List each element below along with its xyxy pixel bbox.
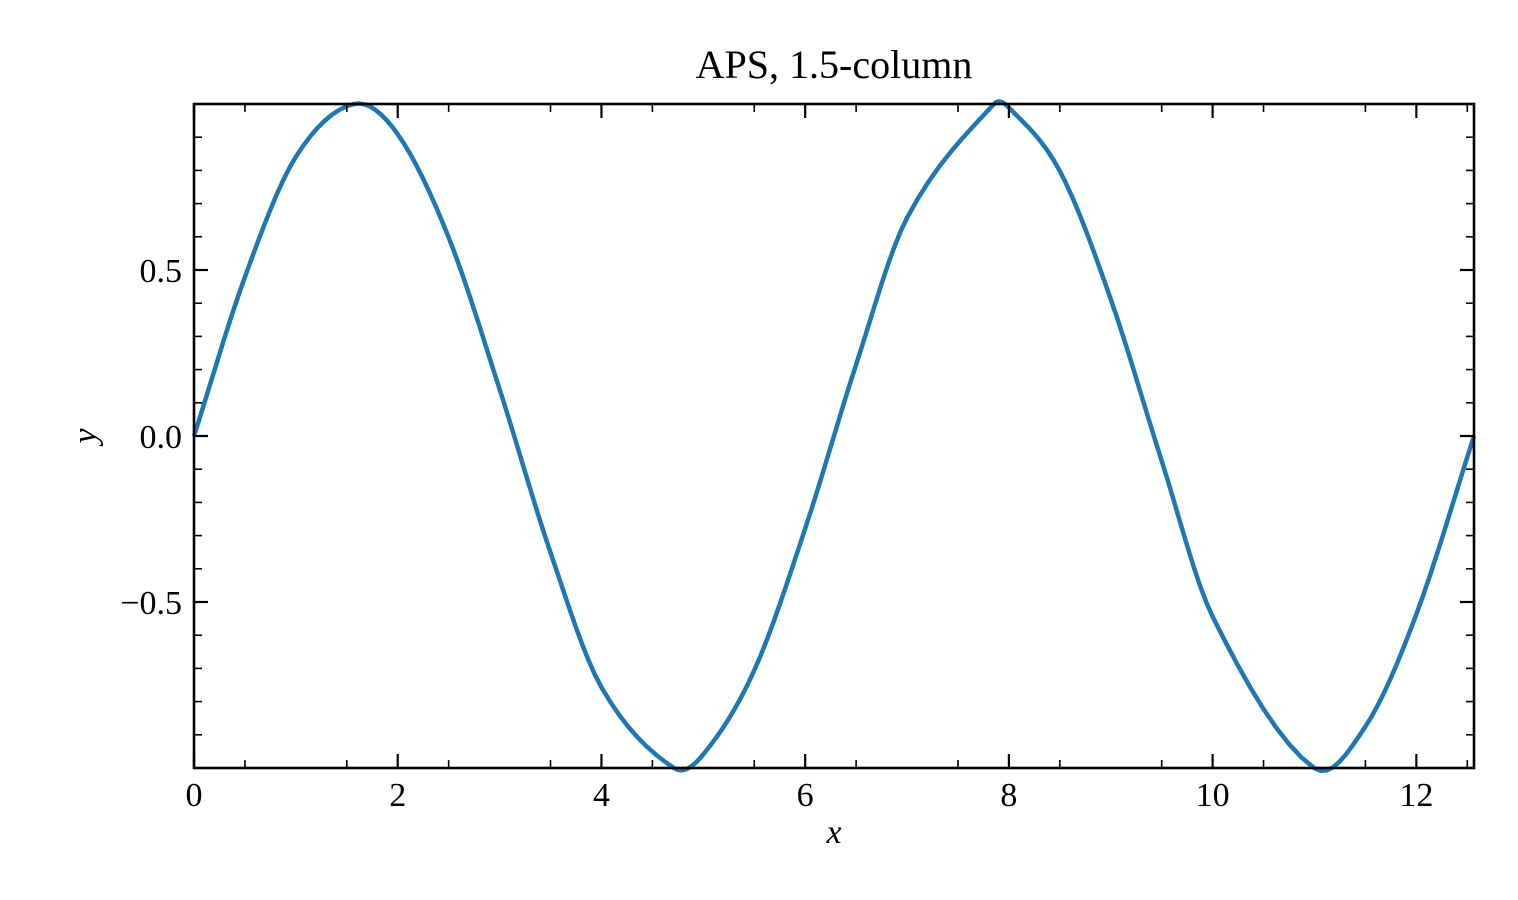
x-tick-label: 0	[186, 777, 203, 814]
plot-area	[191, 99, 1477, 774]
y-axis-label: y	[67, 428, 104, 447]
y-axis-ticks	[194, 136, 1474, 736]
x-tick-label: 4	[593, 777, 610, 814]
x-tick-label: 8	[1000, 777, 1017, 814]
x-tick-label: 2	[389, 777, 406, 814]
y-tick-label: 0.5	[140, 253, 183, 290]
x-tick-label: 10	[1196, 777, 1230, 814]
y-tick-label: −0.5	[120, 585, 182, 622]
y-tick-label: 0.0	[140, 419, 183, 456]
x-axis-ticks	[192, 104, 1469, 768]
x-axis-label: x	[825, 814, 841, 851]
chart-title: APS, 1.5-column	[696, 42, 973, 87]
series-line	[191, 99, 1477, 774]
y-axis-tick-labels: 0.5 0.0 −0.5	[120, 253, 182, 622]
x-tick-label: 6	[797, 777, 814, 814]
x-axis-tick-labels: 0 2 4 6 8 10 12	[186, 777, 1434, 814]
x-tick-label: 12	[1399, 777, 1433, 814]
